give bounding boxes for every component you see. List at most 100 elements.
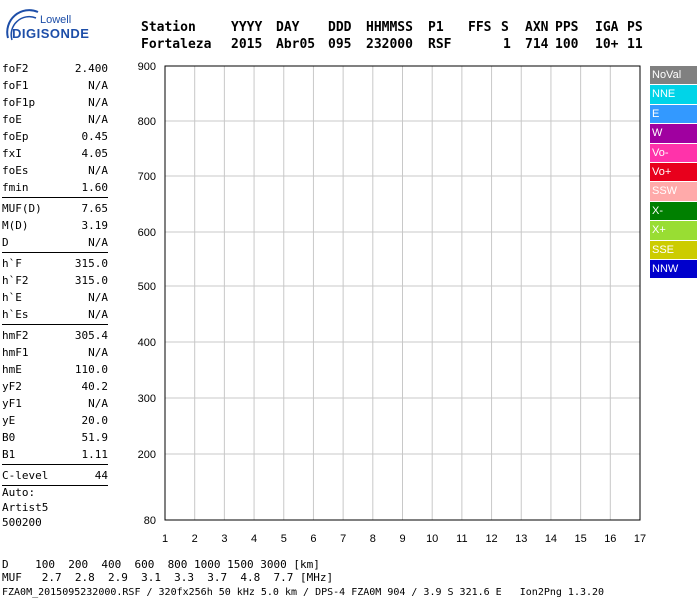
logo-digisonde: DIGISONDE <box>12 26 90 41</box>
footer-distance: D 100 200 400 600 800 1000 1500 3000 [km… <box>2 558 320 571</box>
param-name: h`Es <box>2 308 29 321</box>
header-label-8: AXN <box>525 20 549 35</box>
param-row: h`E N/A <box>2 289 108 306</box>
auto-label: Auto: <box>2 486 36 499</box>
x-tick-label: 10 <box>426 533 438 545</box>
x-tick-label: 5 <box>281 533 287 545</box>
legend-item-vo: Vo- <box>650 143 697 162</box>
header-label-1: YYYY <box>231 20 263 35</box>
logo-lowell: Lowell <box>40 14 72 26</box>
param-value: 20.0 <box>81 414 109 427</box>
header-label-9: PPS <box>555 20 579 35</box>
legend-item-x: X- <box>650 201 697 221</box>
param-row: h`F 315.0 <box>2 255 108 272</box>
header-label-7: S <box>501 20 509 35</box>
y-tick-label: 400 <box>138 337 156 349</box>
param-value: N/A <box>88 236 108 249</box>
x-tick-label: 12 <box>485 533 497 545</box>
header-label-10: IGA <box>595 20 619 35</box>
param-value: 315.0 <box>74 274 108 287</box>
param-row: foF1p N/A <box>2 94 108 111</box>
header-label-2: DAY <box>276 20 300 35</box>
header-value-6: 1 <box>503 37 511 52</box>
param-value: N/A <box>88 346 108 359</box>
param-value: N/A <box>88 308 108 321</box>
footer-muf: MUF 2.7 2.8 2.9 3.1 3.3 3.7 4.8 7.7 [MHz… <box>2 571 334 584</box>
header-value-7: 714 <box>525 37 549 52</box>
param-row: foF1 N/A <box>2 77 108 94</box>
param-value: 3.19 <box>81 219 109 232</box>
param-value: N/A <box>88 79 108 92</box>
param-name: yF1 <box>2 397 22 410</box>
x-tick-label: 15 <box>575 533 587 545</box>
param-row: hmE 110.0 <box>2 361 108 378</box>
param-divider <box>2 252 108 253</box>
legend-item-e: E <box>650 104 697 124</box>
param-name: foEp <box>2 130 29 143</box>
ionogram-chart: 1 2 3 4 5 6 7 8 9 10 11 12 13 14 15 16 17802003004005006… <box>138 61 646 545</box>
y-tick-label: 600 <box>138 227 156 239</box>
x-tick-label: 8 <box>370 533 376 545</box>
x-tick-label: 14 <box>545 533 557 545</box>
legend-item-nne: NNE <box>650 85 697 104</box>
header-value-8: 100 <box>555 37 579 52</box>
param-row: fxI 4.05 <box>2 145 108 162</box>
param-name: B1 <box>2 448 16 461</box>
param-name: B0 <box>2 431 16 444</box>
param-name: MUF(D) <box>2 202 42 215</box>
x-tick-label: 11 <box>456 533 467 545</box>
param-name: yF2 <box>2 380 22 393</box>
y-tick-label: 200 <box>138 449 156 461</box>
param-divider <box>2 324 108 325</box>
param-value: 1.60 <box>81 181 109 194</box>
header-value-10: 11 <box>627 37 643 52</box>
param-name: foE <box>2 113 22 126</box>
param-name: foF1p <box>2 96 36 109</box>
x-tick-label: 4 <box>251 533 257 545</box>
auto-code: 500200 <box>2 516 42 529</box>
param-value: 315.0 <box>74 257 108 270</box>
header-value-3: 095 <box>328 37 352 52</box>
legend: NoVal NNE E W Vo- Vo+ SSW X- X+ SSE NNW <box>650 66 697 279</box>
header-label-5: P1 <box>428 20 444 35</box>
param-row: foEs N/A <box>2 162 108 179</box>
param-name: C-level <box>2 469 49 482</box>
header-label-3: DDD <box>328 20 352 35</box>
y-tick-label: 700 <box>138 171 156 183</box>
legend-item-x: X+ <box>650 221 697 240</box>
param-name: foF2 <box>2 62 29 75</box>
param-value: 110.0 <box>74 363 108 376</box>
param-divider <box>2 464 108 465</box>
plot-border <box>164 65 641 521</box>
parameter-table: foF2 2.400 foF1 N/A foF1p N/A foE N/A foEp 0.45 fx… <box>2 60 108 488</box>
param-row: MUF(D) 7.65 <box>2 200 108 217</box>
param-row: yF1 N/A <box>2 395 108 412</box>
param-divider <box>2 197 108 198</box>
legend-item-w: W <box>650 124 697 143</box>
param-row: h`F2 315.0 <box>2 272 108 289</box>
y-tick-label: 80 <box>144 515 156 527</box>
param-divider <box>2 485 108 486</box>
param-name: fmin <box>2 181 29 194</box>
param-row: yE 20.0 <box>2 412 108 429</box>
param-row: fmin 1.60 <box>2 179 108 196</box>
param-name: h`F2 <box>2 274 29 287</box>
param-value: 2.400 <box>74 62 108 75</box>
legend-item-nnw: NNW <box>650 259 697 279</box>
header-label-0: Station <box>141 20 196 35</box>
x-tick-label: 2 <box>192 533 198 545</box>
x-tick-label: 3 <box>221 533 227 545</box>
param-name: hmF1 <box>2 346 29 359</box>
y-tick-label: 500 <box>138 281 156 293</box>
param-name: foEs <box>2 164 29 177</box>
param-name: M(D) <box>2 219 29 232</box>
param-value: 7.65 <box>81 202 109 215</box>
param-row: foEp 0.45 <box>2 128 108 145</box>
param-value: 305.4 <box>74 329 108 342</box>
header-label-6: FFS <box>468 20 492 35</box>
header-value-2: Abr05 <box>276 37 316 52</box>
y-tick-label: 900 <box>138 61 156 73</box>
param-name: foF1 <box>2 79 29 92</box>
param-row: hmF1 N/A <box>2 344 108 361</box>
x-tick-label: 1 <box>162 533 168 545</box>
